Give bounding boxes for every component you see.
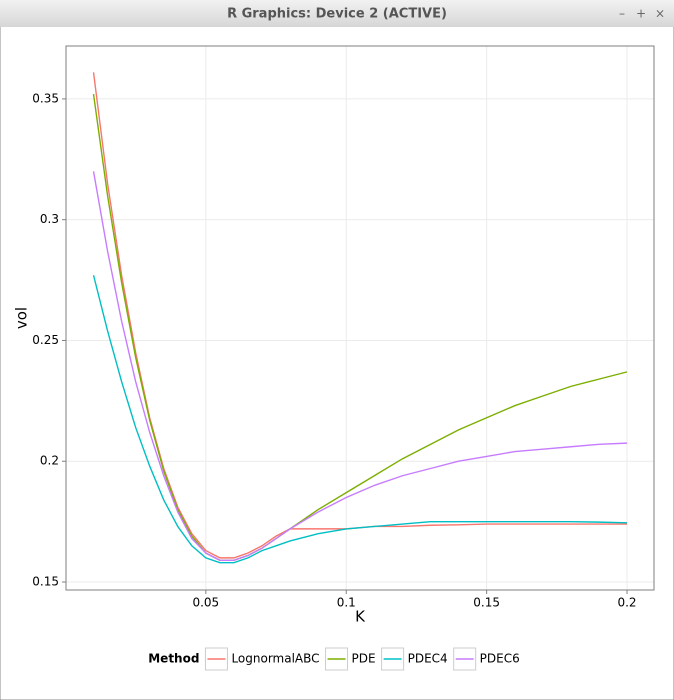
close-button[interactable]: × (655, 7, 665, 21)
legend-label: PDEC4 (408, 652, 448, 666)
y-axis-label: vol (13, 307, 31, 329)
window-title: R Graphics: Device 2 (ACTIVE) (227, 7, 447, 22)
legend-label: LognormalABC (231, 652, 319, 666)
x-tick-label: 0.1 (337, 596, 356, 610)
y-tick-label: 0.15 (32, 575, 59, 589)
x-axis-label: K (355, 608, 366, 626)
line (92, 171, 628, 561)
y-tick-label: 0.3 (40, 212, 59, 226)
legend-title: Method (148, 652, 199, 666)
y-tick-label: 0.25 (32, 333, 59, 347)
y-tick-label: 0.2 (40, 454, 59, 468)
y-tick-label: 0.35 (32, 91, 59, 105)
x-tick-label: 0.2 (617, 596, 636, 610)
title-bar (0, 0, 674, 27)
plot-border (65, 45, 655, 591)
minimize-button[interactable]: – (619, 7, 625, 21)
line (92, 275, 628, 564)
legend-label: PDE (352, 652, 376, 666)
plot-panel (65, 45, 655, 591)
legend-label: PDEC6 (480, 652, 520, 666)
x-tick-label: 0.15 (473, 596, 500, 610)
x-tick-label: 0.05 (192, 596, 219, 610)
maximize-button[interactable]: + (636, 7, 646, 21)
